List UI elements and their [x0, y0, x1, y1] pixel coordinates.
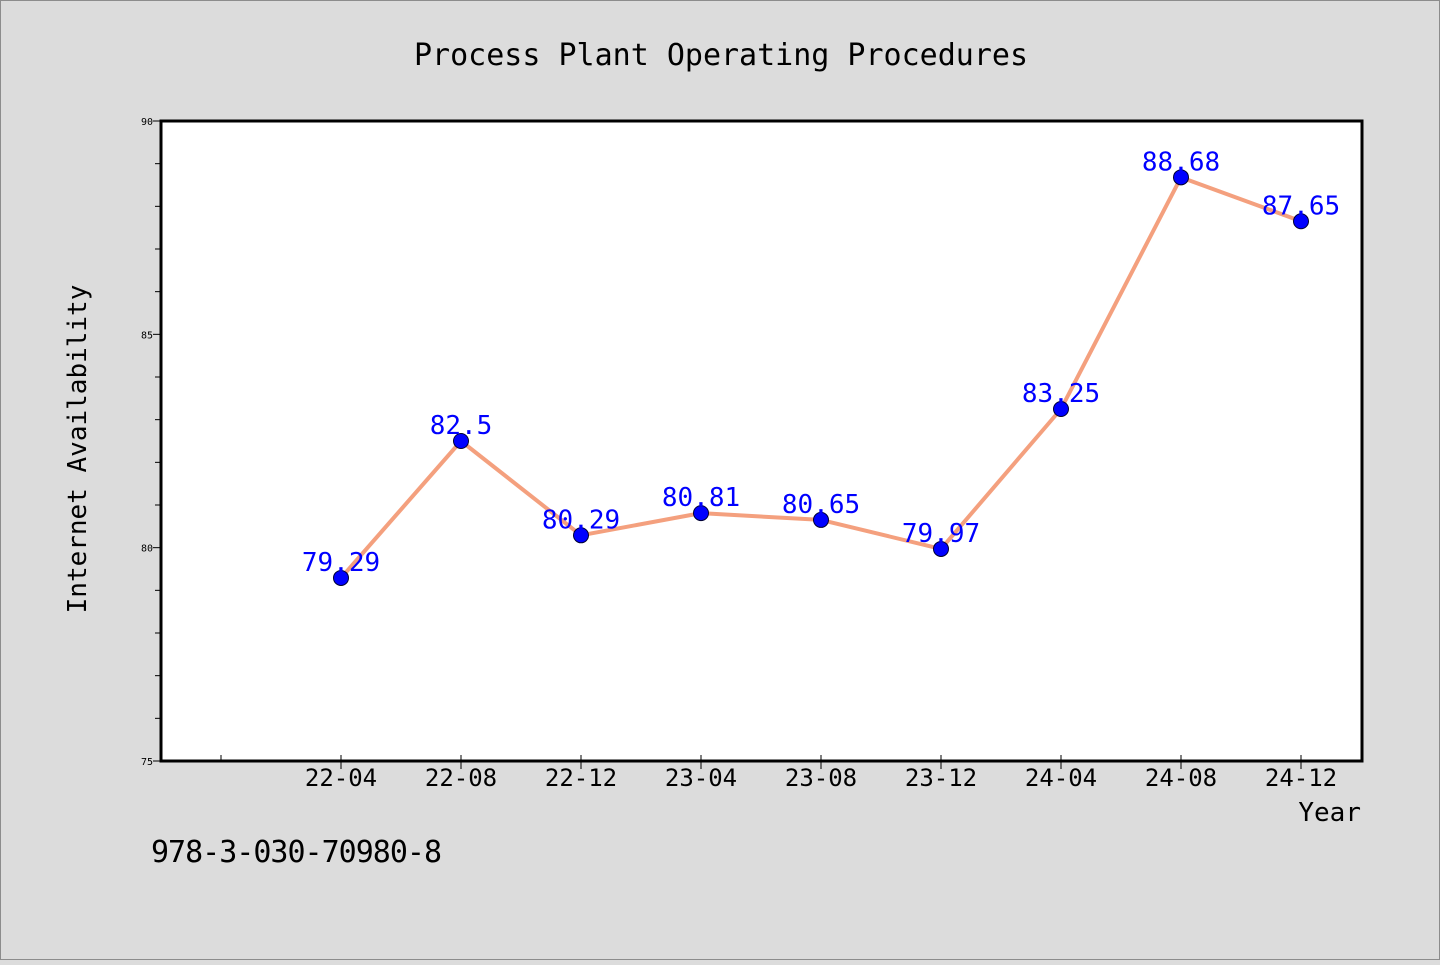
data-label: 87.65	[1262, 191, 1340, 221]
data-point	[1173, 169, 1189, 186]
x-tick-label: 23-04	[665, 764, 737, 792]
series-layer: 79.29 82.5 80.29 80.81 80.65 79.97 83.25 88.68 8…	[302, 147, 1340, 586]
isbn-text: 978-3-030-70980-8	[151, 835, 442, 870]
data-point	[573, 527, 589, 544]
y-tick-label: 90	[141, 117, 153, 128]
data-point	[333, 569, 349, 586]
data-point	[933, 540, 949, 557]
data-label: 88.68	[1142, 147, 1220, 177]
x-tick-label: 23-12	[905, 764, 977, 792]
x-tick-label: 24-04	[1025, 764, 1097, 792]
data-point	[1293, 213, 1309, 230]
x-axis: 22-04 22-08 22-12 23-04 23-08 23-12 24-04 24-08…	[220, 755, 1337, 792]
x-tick-label: 24-08	[1145, 764, 1217, 792]
x-tick-label: 22-12	[545, 764, 617, 792]
x-tick-label: 22-08	[425, 764, 497, 792]
y-tick-label: 85	[141, 330, 153, 341]
y-tick-label: 75	[141, 757, 153, 768]
data-point	[813, 511, 829, 528]
data-label: 82.5	[430, 411, 493, 441]
data-label: 80.65	[782, 490, 860, 520]
chart-title: Process Plant Operating Procedures	[414, 38, 1028, 73]
x-tick-label: 23-08	[785, 764, 857, 792]
y-axis-label: Internet Availability	[63, 285, 93, 614]
data-point	[1053, 401, 1069, 417]
data-point	[453, 433, 469, 449]
data-label: 83.25	[1022, 379, 1100, 409]
x-tick-label: 22-04	[305, 764, 377, 792]
y-axis: 75 80 85 90	[141, 117, 161, 768]
x-tick-label: 24-12	[1265, 764, 1337, 792]
data-label: 79.29	[302, 548, 380, 578]
x-axis-label: Year	[1298, 798, 1361, 828]
data-label: 79.97	[902, 519, 980, 549]
plot-area	[159, 119, 1364, 763]
data-label: 80.29	[542, 505, 620, 535]
data-point	[693, 505, 709, 522]
y-tick-label: 80	[141, 544, 153, 555]
data-label: 80.81	[662, 483, 740, 513]
